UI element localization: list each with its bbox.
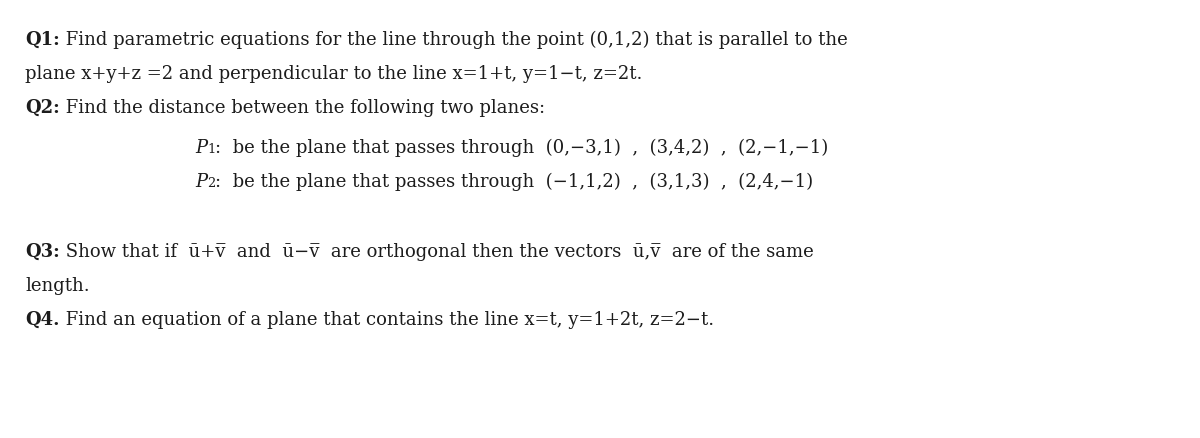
Text: 2: 2 [208, 177, 215, 190]
Text: Q2:: Q2: [25, 99, 60, 117]
Text: P: P [194, 173, 208, 191]
Text: Q4.: Q4. [25, 311, 60, 329]
Text: :  be the plane that passes through  (−1,1,2)  ,  (3,1,3)  ,  (2,4,−1): : be the plane that passes through (−1,1… [215, 173, 814, 191]
Text: Find an equation of a plane that contains the line x=t, y=1+2t, z=2−t.: Find an equation of a plane that contain… [60, 311, 714, 329]
Text: Find parametric equations for the line through the point (0,1,2) that is paralle: Find parametric equations for the line t… [60, 31, 847, 49]
Text: length.: length. [25, 277, 90, 295]
Text: Q1:: Q1: [25, 31, 60, 49]
Text: plane x+y+z =2 and perpendicular to the line x=1+t, y=1−t, z=2t.: plane x+y+z =2 and perpendicular to the … [25, 65, 642, 83]
Text: Show that if  ū+v̅  and  ū−v̅  are orthogonal then the vectors  ū,v̅  are of the: Show that if ū+v̅ and ū−v̅ are orthogona… [60, 243, 814, 261]
Text: 1: 1 [208, 143, 215, 156]
Text: :  be the plane that passes through  (0,−3,1)  ,  (3,4,2)  ,  (2,−1,−1): : be the plane that passes through (0,−3… [215, 139, 829, 157]
Text: Q3:: Q3: [25, 243, 60, 261]
Text: Find the distance between the following two planes:: Find the distance between the following … [60, 99, 545, 117]
Text: P: P [194, 139, 208, 157]
